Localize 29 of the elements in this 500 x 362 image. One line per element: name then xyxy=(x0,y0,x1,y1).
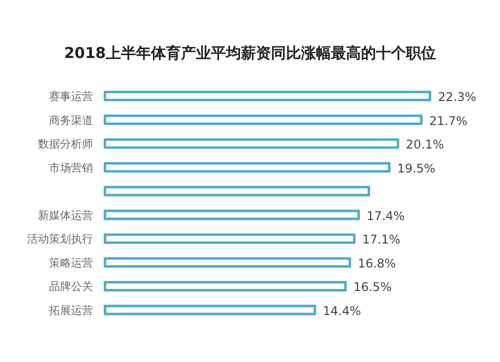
y-tick-label: 新媒体运营 xyxy=(38,208,93,222)
bar xyxy=(104,114,423,126)
y-tick-label: 赛事运营 xyxy=(49,90,93,103)
bar xyxy=(104,186,370,196)
data-label: 21.7% xyxy=(429,114,468,128)
data-label: 20.1% xyxy=(406,138,444,152)
data-label: 14.4% xyxy=(322,304,361,318)
y-tick-label: 数据分析师 xyxy=(38,138,93,151)
data-label: 16.8% xyxy=(358,256,396,270)
y-tick-label: 商务渠道 xyxy=(49,114,93,127)
data-label: 19.5% xyxy=(397,161,436,176)
bar xyxy=(104,90,432,102)
y-tick-label: 策略运营 xyxy=(49,256,93,270)
y-tick-label: 市场营销 xyxy=(49,161,93,174)
bar xyxy=(104,280,347,292)
bar xyxy=(104,210,360,220)
y-tick-label: 品牌公关 xyxy=(49,280,93,294)
data-label: 22.3% xyxy=(438,90,476,104)
bar xyxy=(104,304,316,316)
bar xyxy=(104,257,352,268)
data-label: 17.1% xyxy=(362,232,400,247)
bar xyxy=(104,162,390,173)
data-label: 17.4% xyxy=(366,208,405,223)
y-tick-label: 活动策划执行 xyxy=(27,232,93,246)
y-tick-label: 拓展运营 xyxy=(48,304,93,317)
bar xyxy=(104,138,400,149)
bar xyxy=(104,233,356,244)
chart-title: 2018上半年体育产业平均薪资同比涨幅最高的十个职位 xyxy=(64,44,436,62)
data-label: 16.5% xyxy=(353,280,392,294)
